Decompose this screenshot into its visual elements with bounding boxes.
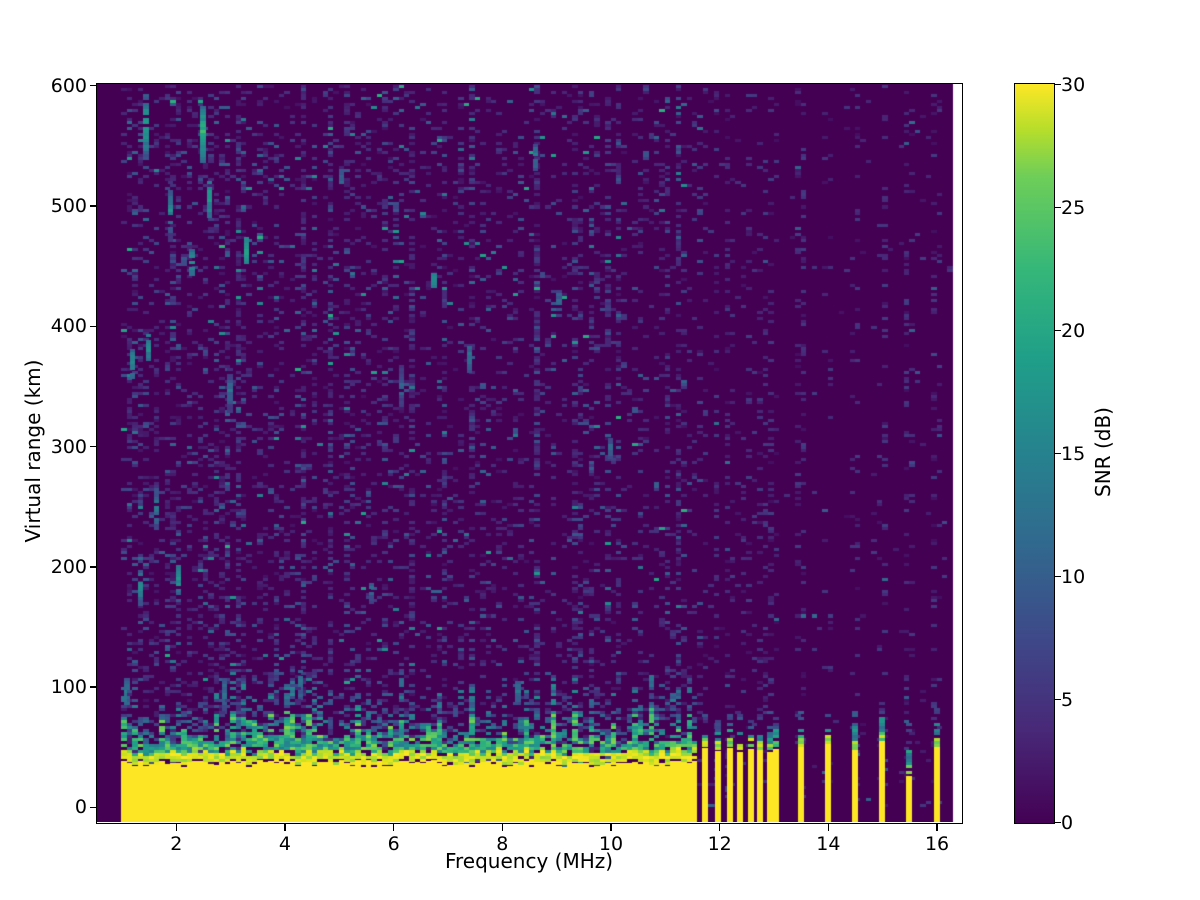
colorbar-tick [1055,698,1061,701]
y-axis-tick [90,445,97,448]
x-axis-tick [936,824,938,831]
y-axis-tick [90,205,97,207]
x-tick-label: 4 [278,833,292,855]
x-axis-tick [175,824,178,831]
y-tick-label: 200 [50,555,87,578]
x-tick-label: 16 [924,833,950,855]
colorbar-tick [1055,206,1061,209]
x-axis-tick [610,824,612,831]
x-tick-label: 14 [816,833,841,855]
colorbar-tick [1055,83,1061,86]
colorbar-tick [1055,452,1061,455]
x-tick-label: 6 [387,833,400,855]
y-tick-label: 100 [50,676,87,699]
x-axis-tick [392,824,395,831]
y-axis-tick [90,566,97,568]
colorbar-tick [1055,575,1061,578]
colorbar-tick-label: 30 [1061,73,1086,96]
colorbar-tick-label: 5 [1061,688,1074,711]
x-axis-tick [284,824,286,831]
colorbar-tick-label: 0 [1061,811,1074,834]
y-tick-label: 400 [50,315,87,338]
x-axis-tick [501,824,504,831]
colorbar-tick-label: 15 [1061,442,1086,465]
x-tick-label: 2 [170,833,183,855]
colorbar-tick-label: 10 [1061,565,1086,588]
colorbar-tick-label: 25 [1061,196,1086,219]
colorbar-label: SNR (dB) [1091,407,1115,497]
y-axis-tick [90,686,97,688]
y-tick-label: 600 [50,74,87,97]
x-tick-label: 10 [598,833,624,855]
x-axis-tick [718,824,721,831]
y-axis-tick [90,325,97,328]
y-axis-tick [90,806,97,809]
y-tick-label: 0 [74,796,87,819]
colorbar-tick-label: 20 [1061,319,1086,342]
ionogram-heatmap-canvas [97,84,961,822]
colorbar-tick [1055,329,1061,332]
y-tick-label: 500 [50,194,87,217]
x-tick-label: 8 [496,833,509,855]
x-axis-label: Frequency (MHz) [444,849,614,873]
x-axis-tick [827,824,830,831]
colorbar-tick [1055,821,1061,824]
colorbar [1014,83,1055,824]
x-tick-label: 12 [707,833,732,855]
y-tick-label: 300 [50,435,87,458]
y-axis-tick [90,84,97,87]
